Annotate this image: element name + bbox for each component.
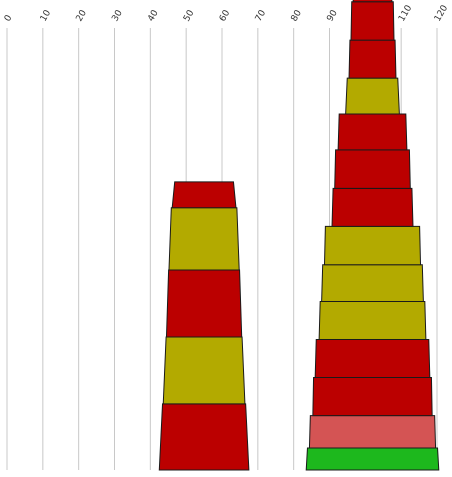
- stack-2-segment-9: [334, 149, 411, 189]
- stack-2-segment-4: [314, 339, 431, 379]
- x-tick-label: 10: [39, 8, 54, 23]
- stack-2-segment-8: [331, 187, 414, 227]
- x-tick-label: 70: [254, 8, 269, 23]
- stacks: [158, 0, 440, 471]
- stack-2-segment-5: [318, 301, 427, 341]
- x-tick-label: 90: [325, 8, 340, 23]
- x-tick-label: 50: [182, 8, 197, 23]
- stack-2-segment-13: [350, 1, 395, 41]
- stack-1-segment-4: [168, 207, 240, 271]
- stack-1-segment-3: [165, 269, 243, 338]
- x-tick-label: 40: [146, 8, 161, 23]
- x-tick-label: 30: [110, 8, 125, 23]
- stack-2-segment-2: [308, 415, 437, 449]
- stack-2: [305, 0, 440, 471]
- stack-2-segment-10: [337, 113, 408, 151]
- stack-1-segment-5: [171, 181, 237, 209]
- stack-2-segment-7: [323, 225, 422, 266]
- stack-1-segment-2: [162, 336, 246, 405]
- stack-2-segment-14: [352, 0, 393, 3]
- stack-2-segment-11: [345, 77, 400, 115]
- stack-2-segment-1: [305, 447, 440, 471]
- stack-1: [158, 181, 250, 471]
- x-tick-label: 80: [290, 8, 305, 23]
- x-tick-label: 0: [3, 13, 15, 23]
- stack-1-segment-1: [158, 403, 250, 471]
- x-tick-label: 60: [218, 8, 233, 23]
- x-tick-label: 20: [75, 8, 90, 23]
- stack-2-segment-3: [312, 377, 433, 417]
- stack-2-segment-12: [348, 39, 397, 79]
- x-tick-label: 110: [397, 3, 414, 23]
- x-tick-label: 120: [433, 3, 450, 23]
- stack-2-segment-6: [321, 264, 424, 303]
